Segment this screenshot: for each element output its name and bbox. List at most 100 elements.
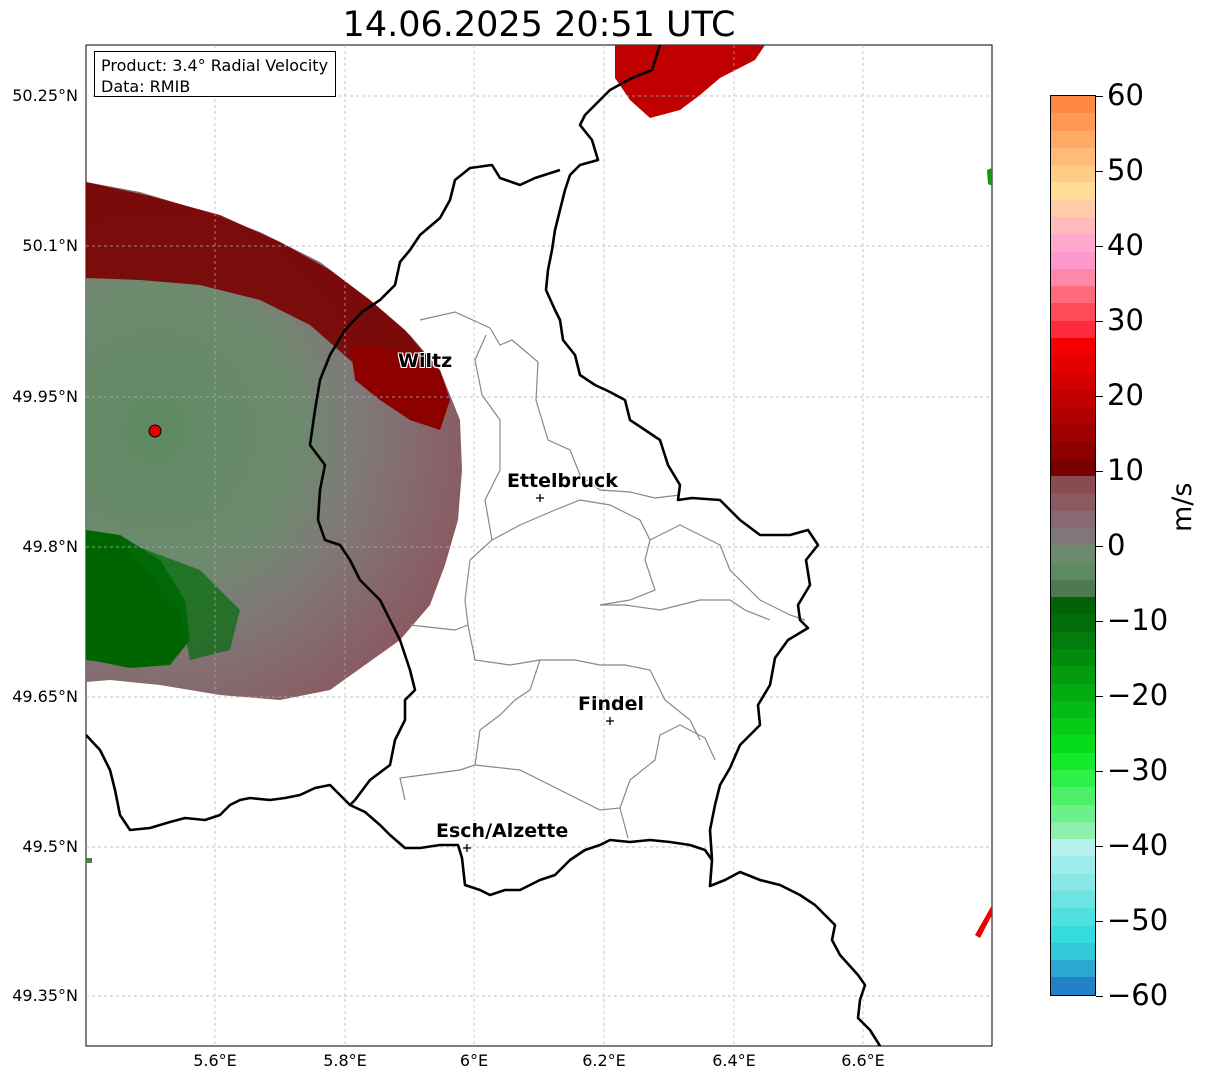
lat-label: 50.1°N: [22, 236, 78, 255]
national-borders: [86, 45, 882, 1046]
lon-label: 6.6°E: [841, 1051, 885, 1070]
gridlines: [86, 45, 992, 1046]
city-label-esch: Esch/Alzette: [436, 820, 569, 842]
map-title: 14.06.2025 20:51 UTC: [342, 5, 736, 45]
colorbar-tick-label: 30: [1107, 303, 1144, 337]
colorbar-segment: [1051, 579, 1095, 598]
colorbar-tick-label: 50: [1107, 153, 1144, 187]
colorbar-segment: [1051, 666, 1095, 684]
colorbar-segment: [1051, 320, 1095, 338]
colorbar-segment: [1051, 441, 1095, 459]
colorbar-segment: [1051, 199, 1095, 217]
lon-label: 6.2°E: [582, 1051, 626, 1070]
lon-label: 6.4°E: [712, 1051, 756, 1070]
colorbar-tick: [1096, 96, 1103, 97]
colorbar-segment: [1051, 683, 1095, 701]
border-lux-belgium: [544, 45, 882, 1046]
product-label: Product: 3.4° Radial Velocity: [101, 56, 329, 75]
colorbar-segment: [1051, 251, 1095, 269]
colorbar-tick-label: 40: [1107, 228, 1144, 262]
colorbar-tick-label: −60: [1107, 978, 1169, 1012]
colorbar-segment: [1051, 942, 1095, 961]
colorbar-segment: [1051, 424, 1095, 442]
colorbar-segment: [1051, 96, 1095, 114]
colorbar: [1050, 95, 1096, 996]
colorbar-segment: [1051, 631, 1095, 649]
echo-southeast-streak: [975, 905, 992, 938]
colorbar-segment: [1051, 130, 1095, 148]
lat-label: 49.65°N: [12, 687, 78, 706]
colorbar-tick-label: 20: [1107, 378, 1144, 412]
colorbar-segment: [1051, 856, 1095, 874]
colorbar-segment: [1051, 389, 1095, 408]
colorbar-segment: [1051, 113, 1095, 131]
colorbar-segment: [1051, 147, 1095, 166]
echo-speck: [86, 858, 92, 863]
colorbar-unit-label: m/s: [1167, 482, 1198, 532]
city-markers: [463, 494, 614, 852]
colorbar-segment: [1051, 355, 1095, 373]
colorbar-segment: [1051, 839, 1095, 857]
product-info-box: Product: 3.4° Radial Velocity Data: RMIB: [94, 51, 336, 97]
colorbar-tick: [1096, 171, 1103, 172]
colorbar-segment: [1051, 458, 1095, 477]
colorbar-tick: [1096, 471, 1103, 472]
colorbar-segment: [1051, 545, 1095, 563]
radar-echo-layer: [86, 45, 992, 938]
border-lux-west: [308, 163, 561, 806]
colorbar-tick-label: −40: [1107, 828, 1169, 862]
echo-green-area: [86, 530, 190, 668]
canton-boundaries: [399, 311, 806, 839]
colorbar-tick: [1096, 396, 1103, 397]
colorbar-segment: [1051, 977, 1095, 995]
colorbar-tick-label: −50: [1107, 903, 1169, 937]
colorbar-segment: [1051, 303, 1095, 321]
colorbar-segment: [1051, 804, 1095, 822]
colorbar-tick: [1096, 321, 1103, 322]
colorbar-tick-label: 10: [1107, 453, 1144, 487]
city-label-ettelbruck: Ettelbruck: [507, 470, 618, 492]
echo-east-streak: [987, 168, 992, 186]
lon-label: 6°E: [459, 1051, 489, 1070]
colorbar-segment: [1051, 769, 1095, 788]
colorbar-segment: [1051, 718, 1095, 736]
colorbar-tick: [1096, 621, 1103, 622]
lat-label: 49.5°N: [22, 837, 78, 856]
colorbar-segment: [1051, 735, 1095, 753]
colorbar-tick-label: 60: [1107, 78, 1144, 112]
border-south: [86, 734, 714, 897]
lat-label: 49.35°N: [12, 986, 78, 1005]
colorbar-segment: [1051, 407, 1095, 425]
lon-label: 5.8°E: [323, 1051, 367, 1070]
colorbar-segment: [1051, 337, 1095, 356]
echo-red-patch: [350, 345, 450, 430]
city-marker-findel: [606, 717, 614, 725]
lat-label: 50.25°N: [12, 86, 78, 105]
colorbar-segment: [1051, 182, 1095, 200]
lat-label: 49.95°N: [12, 387, 78, 406]
colorbar-segment: [1051, 234, 1095, 252]
colorbar-segment: [1051, 649, 1095, 667]
colorbar-segment: [1051, 960, 1095, 978]
colorbar-segment: [1051, 908, 1095, 926]
colorbar-segment: [1051, 372, 1095, 390]
city-marker-ettelbruck: [536, 494, 544, 502]
city-marker-esch: [463, 844, 471, 852]
colorbar-tick-label: 0: [1107, 528, 1126, 562]
colorbar-segment: [1051, 925, 1095, 943]
colorbar-segment: [1051, 562, 1095, 580]
colorbar-tick: [1096, 846, 1103, 847]
lat-label: 49.8°N: [22, 537, 78, 556]
colorbar-segment: [1051, 873, 1095, 891]
colorbar-segment: [1051, 476, 1095, 494]
radar-site-marker: [148, 424, 162, 438]
colorbar-segment: [1051, 614, 1095, 632]
lon-label: 5.6°E: [193, 1051, 237, 1070]
colorbar-segment: [1051, 528, 1095, 546]
data-source-label: Data: RMIB: [101, 77, 191, 96]
colorbar-segment: [1051, 165, 1095, 183]
colorbar-tick: [1096, 771, 1103, 772]
colorbar-segment: [1051, 890, 1095, 909]
city-label-findel: Findel: [578, 693, 645, 715]
